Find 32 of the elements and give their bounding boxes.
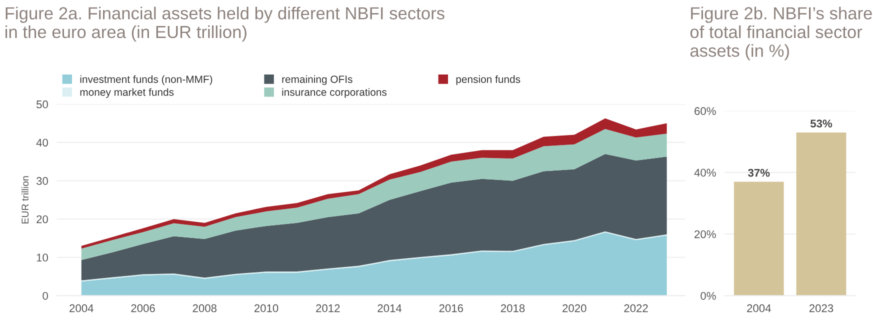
x-tick-label: 2020 — [562, 304, 586, 312]
y-tick-label: 50 — [36, 100, 48, 108]
data-label: 53% — [810, 120, 832, 128]
x-tick-label: 2004 — [70, 304, 94, 312]
y-tick-label: 0% — [700, 292, 716, 300]
y-axis-title: EUR trillion — [21, 176, 29, 224]
x-tick-label: 2018 — [500, 304, 525, 312]
x-tick-label: 2023 — [809, 304, 834, 312]
x-tick-label: 2022 — [624, 304, 648, 312]
x-tick-label: 2012 — [316, 304, 340, 312]
chart-title: Figure 2a. Financial assets held by different NBFI sectors in the euro area (in EUR trillion) — [6, 6, 444, 42]
x-tick-label: 2004 — [747, 304, 771, 312]
y-tick-label: 40% — [694, 168, 716, 177]
x-tick-label: 2010 — [254, 304, 278, 312]
y-tick-label: 20% — [694, 230, 716, 238]
legend-label: insurance corporations — [282, 88, 387, 98]
x-tick-label: 2008 — [192, 304, 217, 312]
y-tick-label: 40 — [36, 138, 48, 147]
legend-label: money market funds — [80, 88, 174, 98]
chart-title: Figure 2b. NBFI’s share of total financial sector assets (in %) — [690, 6, 872, 60]
x-tick-label: 2006 — [131, 304, 155, 312]
legend-label: remaining OFIs — [282, 75, 352, 86]
y-tick-label: 20 — [36, 215, 48, 224]
data-label: 37% — [748, 168, 770, 177]
legend-label: pension funds — [456, 75, 520, 86]
x-tick-label: 2016 — [439, 304, 464, 312]
y-tick-label: 30 — [36, 177, 48, 185]
y-tick-label: 60% — [694, 107, 716, 116]
y-tick-label: 0 — [42, 292, 48, 300]
x-tick-label: 2014 — [378, 304, 402, 312]
legend-label: investment funds (non-MMF) — [80, 75, 212, 86]
y-tick-label: 10 — [36, 254, 48, 262]
